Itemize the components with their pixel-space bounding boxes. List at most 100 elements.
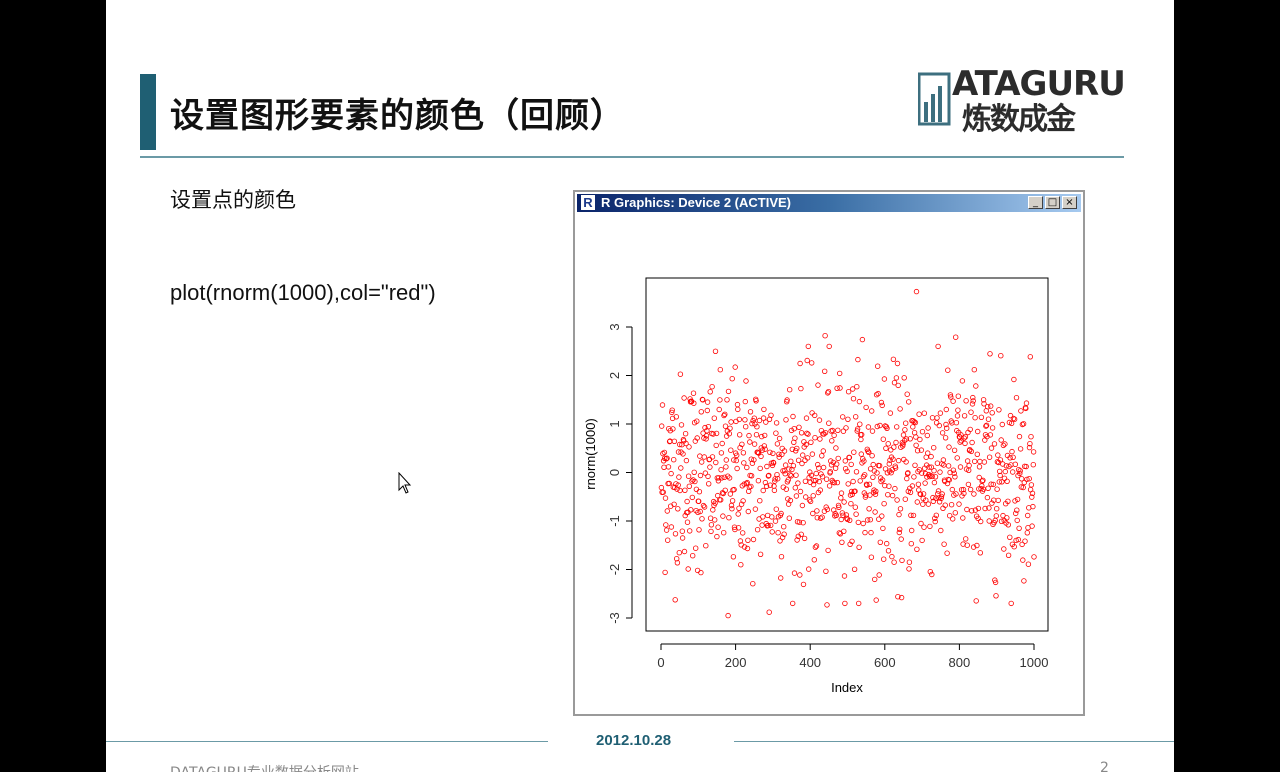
data-point — [928, 453, 934, 460]
data-point — [879, 477, 886, 483]
data-point — [819, 514, 825, 520]
data-point — [820, 464, 827, 471]
data-point — [790, 413, 796, 420]
data-point — [998, 518, 1005, 524]
x-tick-label: 0 — [657, 655, 664, 670]
data-point — [987, 432, 994, 438]
data-point — [684, 498, 690, 505]
data-point — [710, 498, 717, 505]
data-point — [988, 445, 995, 451]
data-point — [972, 414, 978, 421]
close-icon[interactable]: × — [1062, 196, 1077, 209]
data-point — [886, 468, 893, 474]
data-point — [902, 427, 908, 433]
data-point — [943, 406, 949, 413]
data-point — [756, 417, 763, 424]
data-point — [846, 454, 853, 461]
data-point — [718, 467, 724, 473]
data-point — [661, 449, 668, 456]
data-point — [948, 394, 954, 400]
data-point — [825, 547, 831, 554]
data-point — [739, 441, 745, 447]
data-point — [1031, 554, 1037, 560]
data-point — [898, 536, 904, 542]
data-point — [893, 439, 899, 446]
data-point — [897, 406, 903, 412]
data-point — [822, 332, 828, 339]
data-point — [955, 393, 961, 399]
data-point — [909, 527, 915, 534]
data-point — [963, 536, 969, 542]
data-point — [708, 528, 714, 535]
data-point — [768, 412, 774, 418]
data-point — [899, 557, 905, 564]
data-point — [789, 600, 796, 607]
data-point — [677, 371, 684, 377]
data-point — [772, 518, 779, 524]
data-point — [944, 425, 950, 431]
data-point — [958, 432, 964, 438]
data-point — [933, 512, 939, 518]
data-point — [796, 424, 802, 430]
data-point — [1013, 510, 1019, 517]
data-point — [788, 473, 794, 479]
data-point — [963, 398, 969, 404]
data-point — [1011, 416, 1018, 422]
data-point — [744, 479, 750, 486]
data-point — [881, 501, 887, 507]
minimize-icon[interactable]: _ — [1028, 196, 1043, 209]
data-point — [733, 452, 740, 458]
data-point — [868, 554, 875, 560]
data-point — [942, 435, 949, 441]
data-point — [870, 474, 876, 480]
data-point — [707, 389, 713, 395]
data-point — [819, 453, 825, 459]
data-point — [672, 531, 679, 537]
r-graphics-window[interactable]: R R Graphics: Device 2 (ACTIVE) _ □ × 0 2… — [573, 190, 1085, 716]
maximize-icon[interactable]: □ — [1045, 196, 1060, 209]
data-point — [930, 494, 936, 501]
data-point — [762, 446, 768, 452]
data-point — [873, 597, 879, 603]
data-point — [858, 436, 864, 443]
data-point — [845, 416, 851, 422]
data-point — [866, 506, 872, 512]
data-point — [947, 392, 954, 398]
data-point — [1001, 475, 1008, 481]
data-point — [986, 518, 992, 524]
data-point — [715, 478, 722, 484]
window-titlebar[interactable]: R R Graphics: Device 2 (ACTIVE) _ □ × — [577, 194, 1081, 212]
data-point — [813, 470, 819, 477]
data-point — [1008, 600, 1014, 607]
data-point — [914, 499, 920, 505]
data-point — [761, 432, 768, 439]
data-point — [824, 390, 831, 396]
data-point — [665, 464, 672, 470]
data-point — [694, 418, 700, 424]
data-point — [676, 550, 682, 556]
data-point — [876, 516, 882, 522]
data-point — [968, 409, 974, 415]
data-point — [746, 432, 752, 439]
data-point — [834, 461, 840, 467]
data-point — [903, 420, 909, 426]
data-point — [919, 537, 925, 544]
data-point — [939, 430, 946, 436]
data-point — [708, 522, 715, 528]
data-point — [939, 491, 945, 497]
data-point — [984, 494, 991, 501]
data-point — [733, 457, 739, 464]
data-point — [862, 529, 868, 536]
data-point — [845, 481, 851, 487]
data-point — [872, 576, 878, 583]
data-point — [980, 397, 987, 403]
data-point — [909, 483, 916, 489]
data-point — [730, 457, 737, 463]
data-point — [854, 428, 860, 434]
data-point — [976, 474, 982, 481]
data-point — [675, 449, 682, 455]
data-point — [714, 533, 720, 540]
data-point — [767, 449, 773, 455]
y-tick-label: -3 — [607, 612, 622, 624]
data-point — [831, 432, 837, 439]
